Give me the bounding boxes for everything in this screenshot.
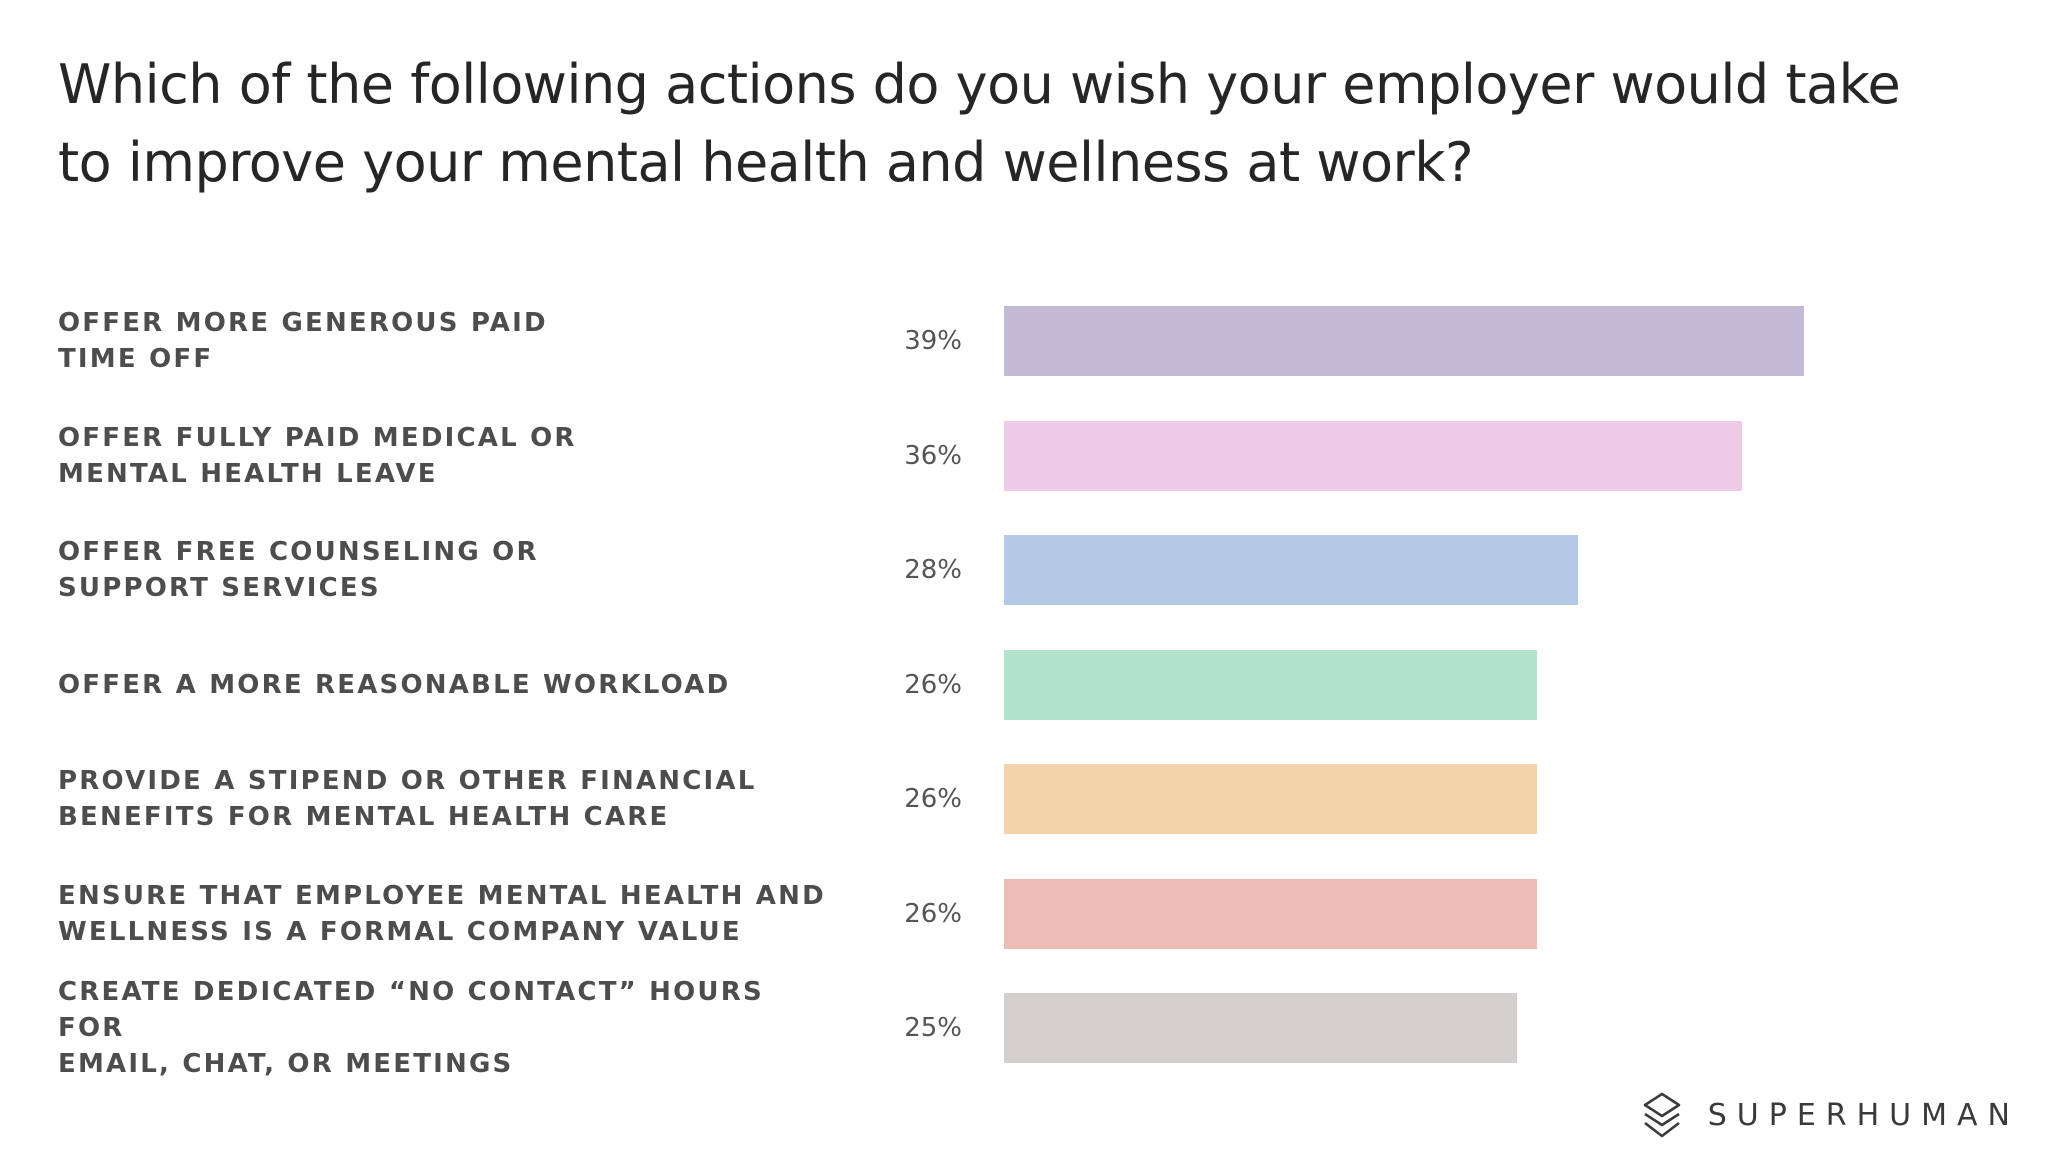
value-label: 25% bbox=[904, 1013, 962, 1043]
category-label-line: WELLNESS IS A FORMAL COMPANY VALUE bbox=[58, 916, 742, 947]
category-label-line: BENEFITS FOR MENTAL HEALTH CARE bbox=[58, 802, 670, 832]
chart-title: Which of the following actions do you wi… bbox=[58, 53, 1901, 194]
bar-row: OFFER FULLY PAID MEDICAL OR MENTAL HEALTH… bbox=[0, 420, 2048, 491]
category-label-line: PROVIDE A STIPEND OR OTHER FINANCIAL bbox=[58, 766, 757, 796]
brand-name: SUPERHUMAN bbox=[1707, 1097, 2020, 1133]
value-label: 39% bbox=[904, 326, 962, 356]
category-label: OFFER MORE GENEROUS PAID TIME OFF bbox=[58, 306, 838, 376]
value-label: 26% bbox=[904, 898, 962, 929]
bar-row: PROVIDE A STIPEND OR OTHER FINANCIAL BENE… bbox=[0, 764, 2048, 834]
category-label: OFFER A MORE REASONABLE WORKLOAD bbox=[58, 650, 838, 720]
category-label-line: TIME OFF bbox=[58, 344, 214, 374]
category-label-line: MENTAL HEALTH LEAVE bbox=[58, 458, 438, 489]
category-label: CREATE DEDICATED “NO CONTACT” HOURS FOR E… bbox=[58, 977, 838, 1079]
value-label: 26% bbox=[904, 669, 962, 700]
category-label-line: OFFER FREE COUNSELING OR bbox=[58, 537, 539, 567]
bar-row: ENSURE THAT EMPLOYEE MENTAL HEALTH AND WE… bbox=[0, 878, 2048, 949]
bar-row: OFFER MORE GENEROUS PAID TIME OFF 39% bbox=[0, 306, 2048, 376]
value-label: 26% bbox=[904, 784, 962, 814]
category-label-line: OFFER A MORE REASONABLE WORKLOAD bbox=[58, 669, 731, 700]
category-label: PROVIDE A STIPEND OR OTHER FINANCIAL BENE… bbox=[58, 764, 838, 834]
bar bbox=[1004, 764, 1537, 834]
bar bbox=[1004, 993, 1517, 1063]
bar bbox=[1004, 420, 1742, 491]
brand-logo: SUPERHUMAN bbox=[1642, 1092, 2020, 1138]
bar bbox=[1004, 878, 1537, 949]
category-label-line: OFFER FULLY PAID MEDICAL OR bbox=[58, 422, 577, 453]
value-label: 36% bbox=[904, 440, 962, 471]
bar bbox=[1004, 649, 1537, 720]
value-label: 28% bbox=[904, 555, 962, 585]
category-label-line: ENSURE THAT EMPLOYEE MENTAL HEALTH AND bbox=[58, 880, 826, 911]
category-label: OFFER FREE COUNSELING OR SUPPORT SERVICES bbox=[58, 535, 838, 605]
category-label-line: SUPPORT SERVICES bbox=[58, 573, 381, 603]
superhuman-logo-icon bbox=[1643, 1092, 1681, 1138]
bar bbox=[1004, 535, 1578, 605]
category-label-line: OFFER MORE GENEROUS PAID bbox=[58, 308, 548, 338]
category-label: OFFER FULLY PAID MEDICAL OR MENTAL HEALTH… bbox=[58, 421, 838, 491]
bar-row: OFFER FREE COUNSELING OR SUPPORT SERVICES… bbox=[0, 535, 2048, 605]
bar-row: CREATE DEDICATED “NO CONTACT” HOURS FOR E… bbox=[0, 977, 2048, 1079]
bar-row: OFFER A MORE REASONABLE WORKLOAD 26% bbox=[0, 649, 2048, 720]
bar bbox=[1004, 306, 1804, 376]
category-label-line: EMAIL, CHAT, OR MEETINGS bbox=[58, 1049, 514, 1079]
category-label-line: CREATE DEDICATED “NO CONTACT” HOURS FOR bbox=[58, 977, 764, 1043]
category-label: ENSURE THAT EMPLOYEE MENTAL HEALTH AND WE… bbox=[58, 879, 838, 949]
